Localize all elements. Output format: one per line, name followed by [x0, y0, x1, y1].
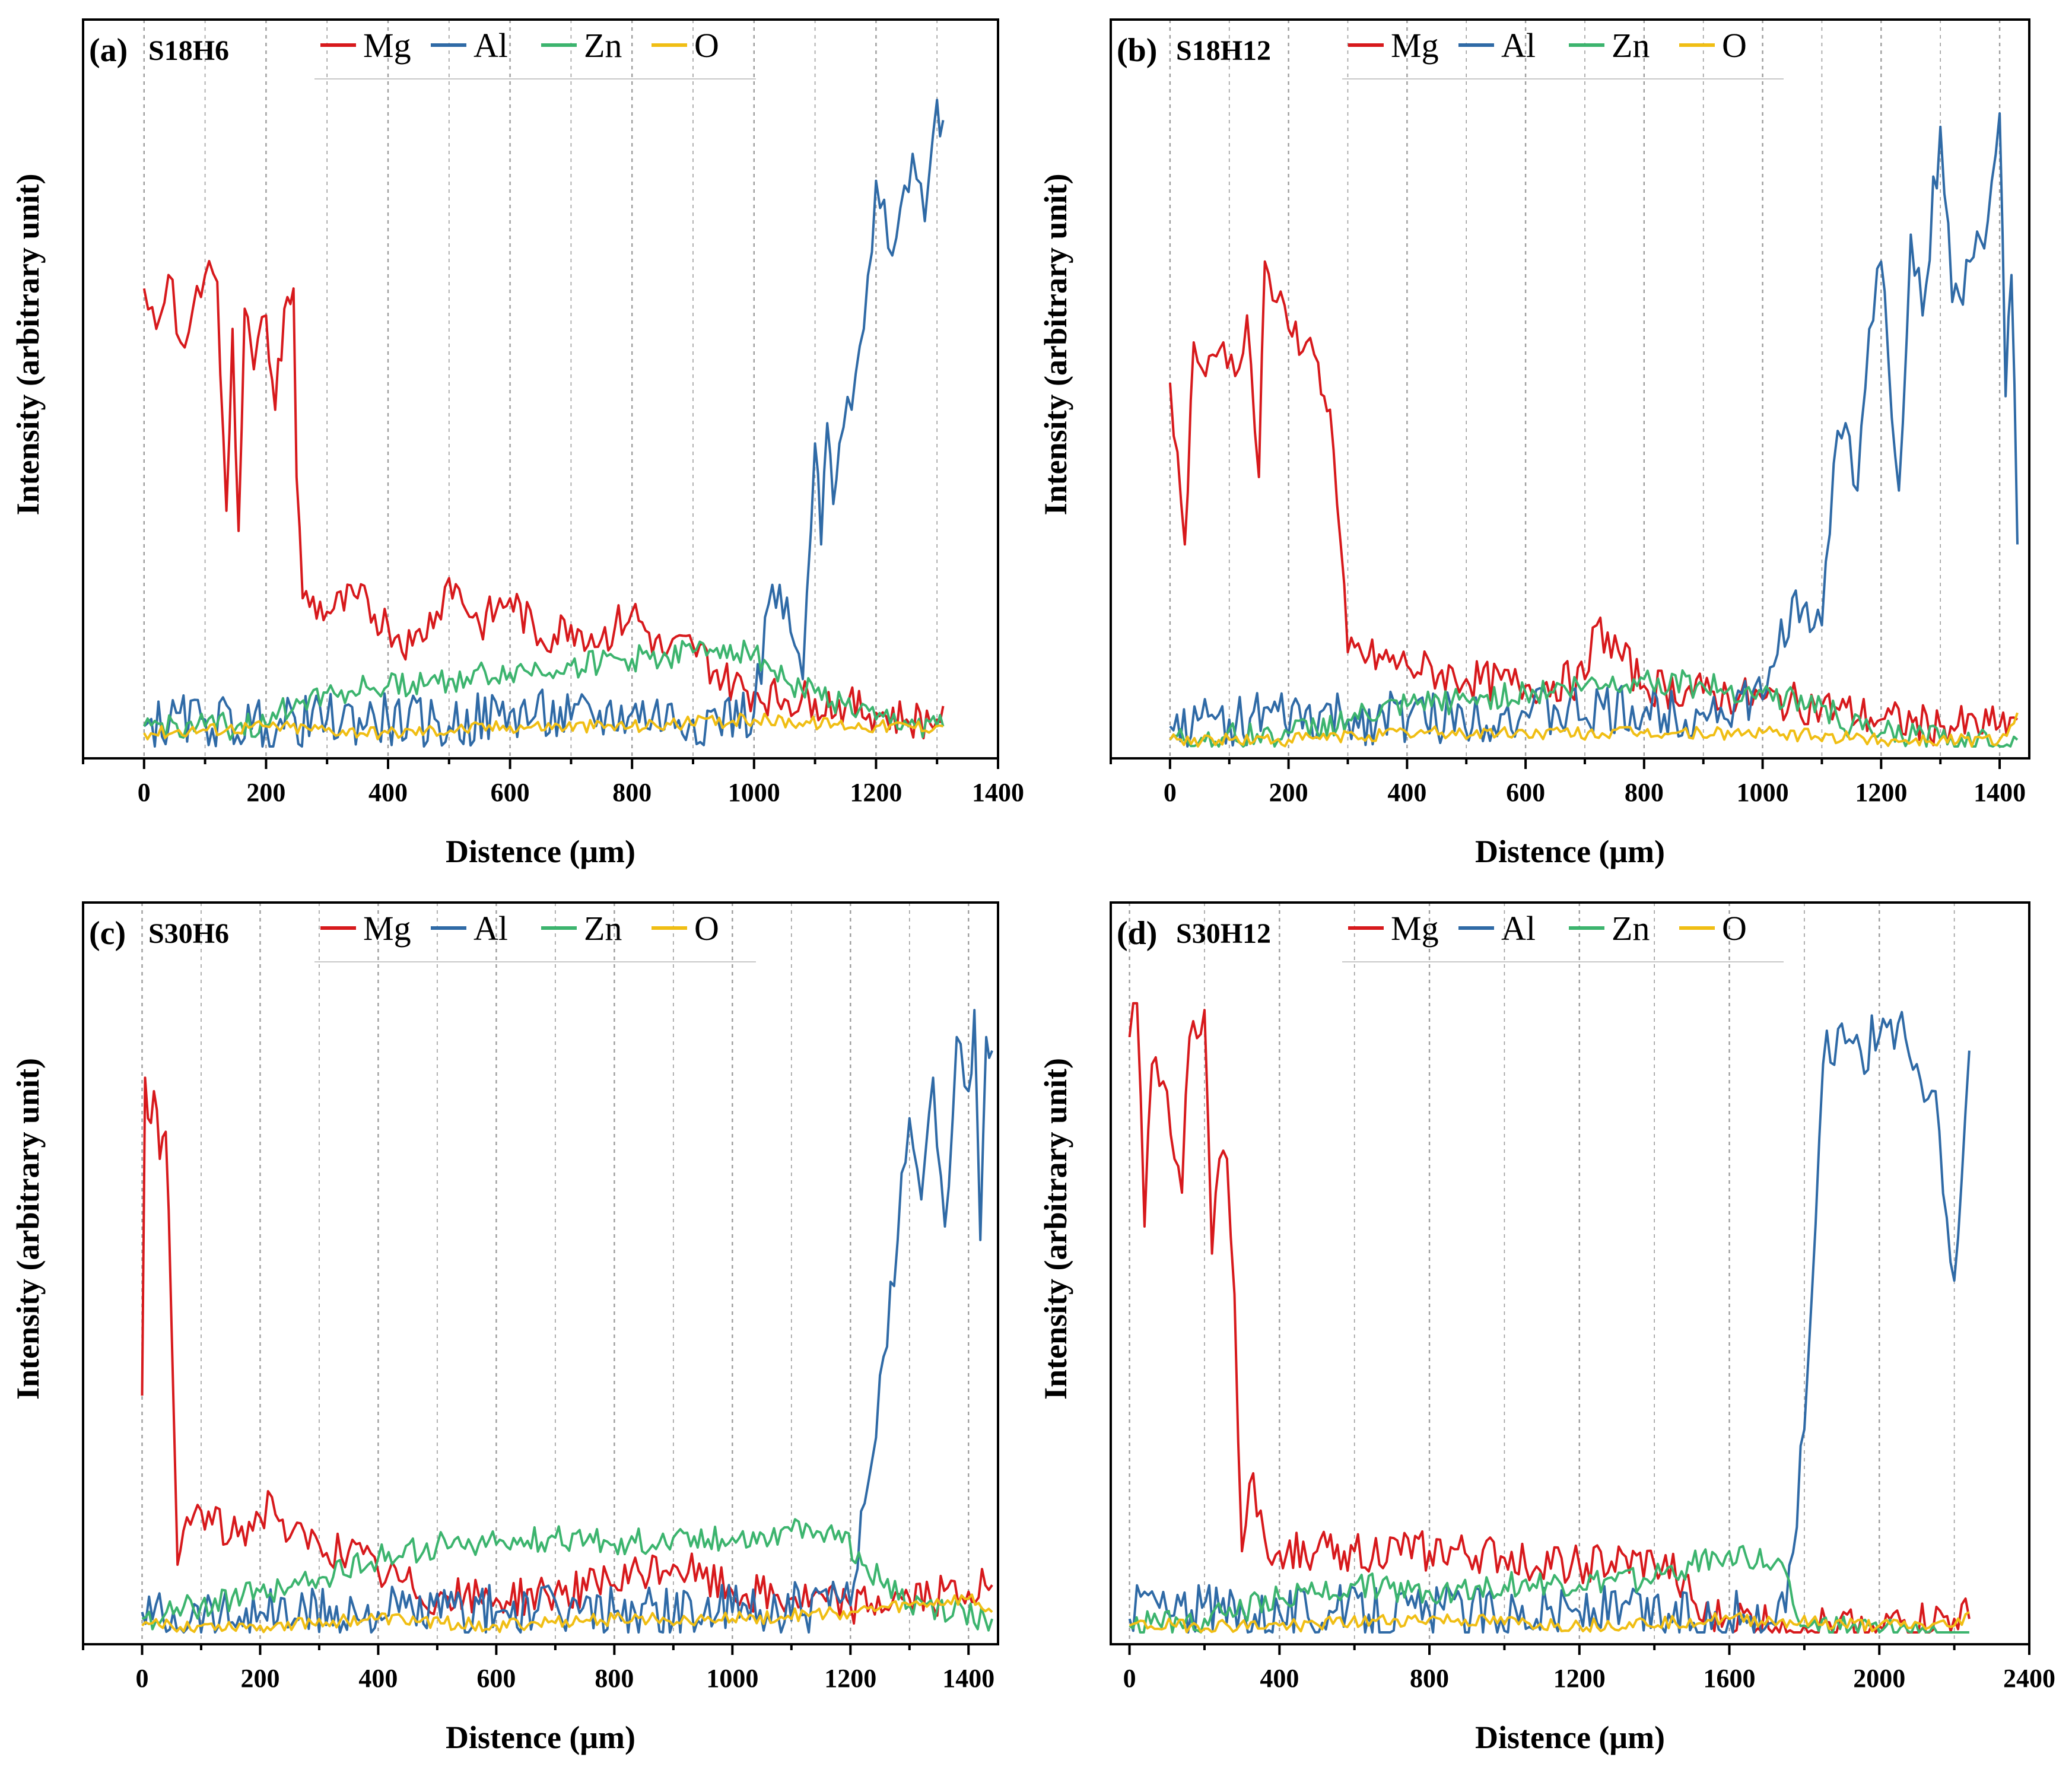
x-tick-label: 600	[476, 1664, 516, 1693]
legend-label-o: O	[694, 26, 719, 65]
series-line-mg	[1128, 1002, 1971, 1634]
panel-title: S18H6	[148, 35, 229, 66]
y-axis-label: Intensity (arbitrary unit)	[10, 174, 46, 516]
x-tick-label: 400	[1260, 1664, 1299, 1693]
legend-label-mg: Mg	[363, 909, 411, 948]
x-tick-label: 0	[135, 1664, 148, 1693]
legend-label-o: O	[1722, 26, 1747, 65]
x-tick-label: 1400	[942, 1664, 994, 1693]
panel-label: (b)	[1117, 32, 1157, 69]
panel-label: (a)	[89, 32, 128, 69]
x-tick-label: 1200	[850, 778, 902, 807]
series-line-mg	[141, 1076, 993, 1625]
chart-panel-a: 0 200 400 600 800 1000 1200 1400 Distence (μm) In…	[10, 18, 1024, 869]
x-tick-label: 400	[368, 778, 408, 807]
legend-label-zn: Zn	[1612, 26, 1650, 65]
series-line-mg	[1168, 260, 2018, 746]
x-axis-label: Distence (μm)	[446, 1720, 635, 1755]
x-tick-label: 1600	[1704, 1664, 1756, 1693]
x-tick-label: 1200	[824, 1664, 876, 1693]
x-tick-label: 1200	[1553, 1664, 1606, 1693]
series-line-zn	[142, 639, 945, 741]
x-axis-label: Distence (μm)	[1475, 1720, 1665, 1755]
x-tick-label: 400	[358, 1664, 398, 1693]
panel-title: S30H6	[148, 918, 229, 949]
panel-label: (d)	[1117, 915, 1157, 952]
series-line-o	[1129, 1611, 1970, 1634]
series-line-al	[1169, 112, 2019, 748]
series-line-o	[141, 1593, 993, 1634]
legend-label-o: O	[1722, 909, 1747, 948]
y-axis-label: Intensity (arbitrary unit)	[1038, 174, 1073, 516]
plot-frame	[1110, 18, 2030, 760]
x-axis-label: Distence (μm)	[446, 834, 635, 869]
series-line-o	[143, 712, 943, 741]
legend-label-mg: Mg	[363, 26, 411, 65]
legend-label-zn: Zn	[584, 26, 622, 65]
x-tick-label: 200	[1269, 778, 1308, 807]
legend-label-mg: Mg	[1391, 26, 1439, 65]
legend-label-al: Al	[473, 26, 508, 65]
legend-label-zn: Zn	[584, 909, 622, 948]
series-line-al	[143, 99, 945, 748]
y-axis-label: Intensity (arbitrary unit)	[1038, 1058, 1073, 1400]
panel-label: (c)	[89, 915, 126, 952]
x-tick-label: 1000	[1737, 778, 1789, 807]
series-line-al	[141, 1009, 993, 1634]
x-tick-label: 1400	[1974, 778, 2026, 807]
x-tick-label: 400	[1387, 778, 1426, 807]
x-tick-label: 2000	[1853, 1664, 1905, 1693]
legend-label-o: O	[694, 909, 719, 948]
x-tick-label: 800	[1625, 778, 1664, 807]
legend-label-al: Al	[1501, 26, 1536, 65]
y-axis-label: Intensity (arbitrary unit)	[10, 1058, 46, 1400]
chart-panel-d: 0 400 800 1200 1600 2000 2400 Distence (μm) Inte…	[1038, 901, 2055, 1755]
x-tick-label: 0	[138, 778, 151, 807]
series-line-o	[1169, 712, 2019, 748]
x-tick-label: 0	[1164, 778, 1177, 807]
x-tick-label: 1000	[706, 1664, 758, 1693]
panel-title: S30H12	[1176, 918, 1271, 949]
x-tick-label: 1000	[728, 778, 780, 807]
panel-title: S18H12	[1176, 35, 1271, 66]
x-tick-label: 200	[240, 1664, 279, 1693]
plot-frame	[82, 18, 999, 760]
x-tick-label: 800	[1410, 1664, 1449, 1693]
legend-label-al: Al	[473, 909, 508, 948]
x-tick-label: 1200	[1855, 778, 1907, 807]
legend-label-al: Al	[1501, 909, 1536, 948]
x-tick-label: 2400	[2003, 1664, 2055, 1693]
x-tick-label: 200	[246, 778, 285, 807]
x-tick-label: 600	[1506, 778, 1545, 807]
legend-label-mg: Mg	[1391, 909, 1439, 948]
chart-panel-c: 0 200 400 600 800 1000 1200 1400 Distence (μm) In…	[10, 901, 999, 1755]
x-tick-label: 800	[595, 1664, 634, 1693]
plot-frame	[82, 901, 999, 1645]
x-tick-label: 800	[612, 778, 652, 807]
plot-frame	[1110, 901, 2030, 1645]
series-line-mg	[142, 260, 945, 740]
x-axis-label: Distence (μm)	[1475, 834, 1665, 869]
legend-label-zn: Zn	[1612, 909, 1650, 948]
x-tick-label: 600	[491, 778, 530, 807]
series-line-al	[1128, 1011, 1971, 1634]
chart-panel-b: 0 200 400 600 800 1000 1200 1400 Distence (μm) In…	[1038, 18, 2030, 869]
x-tick-label: 0	[1123, 1664, 1136, 1693]
x-tick-label: 1400	[972, 778, 1024, 807]
series-line-zn	[141, 1518, 994, 1632]
